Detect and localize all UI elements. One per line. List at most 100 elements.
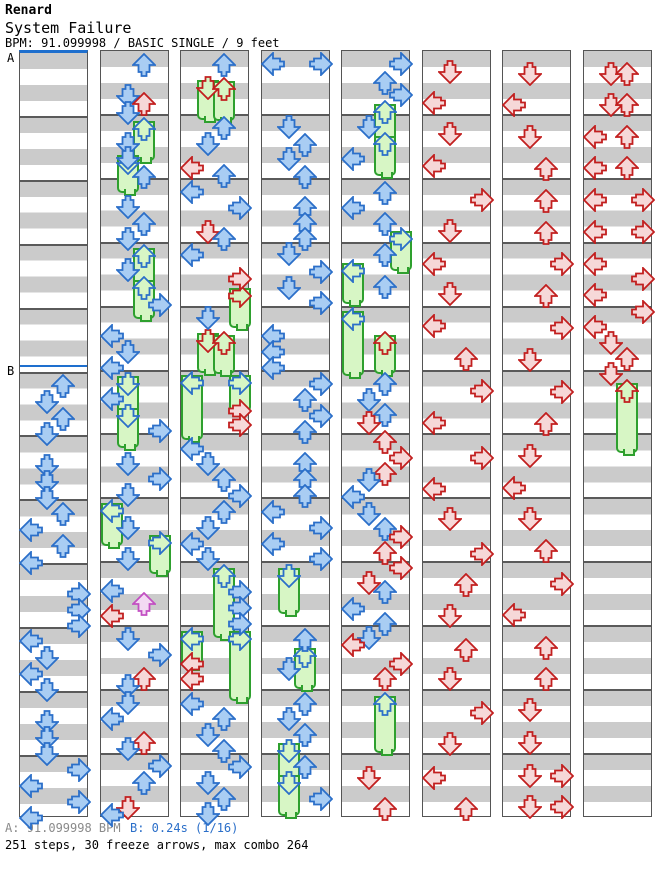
chart-column-1 [19, 50, 91, 830]
tap-arrow [438, 507, 462, 531]
measure-line [262, 369, 329, 372]
tap-arrow [309, 260, 333, 284]
tap-arrow [51, 374, 75, 398]
tap-arrow [196, 306, 220, 330]
tap-arrow [341, 147, 365, 171]
chart-column-8 [583, 50, 655, 817]
tap-arrow [277, 707, 301, 731]
freeze-arrow-head [277, 564, 301, 588]
tap-arrow [116, 547, 140, 571]
measure-line [262, 433, 329, 436]
tap-arrow [518, 444, 542, 468]
artist-name: Renard [5, 3, 52, 18]
tap-arrow [518, 731, 542, 755]
measure-line [423, 305, 490, 308]
tap-arrow [51, 407, 75, 431]
tap-arrow [389, 525, 413, 549]
tap-arrow [373, 275, 397, 299]
measure-line [503, 113, 570, 116]
tap-arrow [100, 324, 124, 348]
freeze-arrow-head [373, 692, 397, 716]
tap-arrow [116, 691, 140, 715]
freeze-arrow-tail [156, 570, 168, 577]
tap-arrow [438, 219, 462, 243]
tap-arrow [454, 797, 478, 821]
freeze-arrow-tail [108, 542, 120, 549]
tap-arrow [550, 795, 574, 819]
tap-arrow [116, 101, 140, 125]
tap-arrow [357, 571, 381, 595]
freeze-arrow-head [373, 100, 397, 124]
measure-line [101, 369, 168, 372]
freeze-arrow-head [180, 627, 204, 651]
tap-arrow [261, 356, 285, 380]
tap-arrow [67, 758, 91, 782]
measure-line [503, 177, 570, 180]
tap-arrow [19, 518, 43, 542]
tap-arrow [116, 195, 140, 219]
measure-line [584, 561, 651, 564]
tap-arrow [502, 476, 526, 500]
tap-arrow [277, 115, 301, 139]
tap-arrow [35, 646, 59, 670]
tap-arrow [599, 331, 623, 355]
measure-line [342, 433, 409, 436]
measure-line [342, 561, 409, 564]
measure-line [423, 241, 490, 244]
tap-arrow [389, 446, 413, 470]
tap-arrow [309, 52, 333, 76]
tap-arrow [67, 790, 91, 814]
tap-arrow [180, 692, 204, 716]
measure-line [584, 625, 651, 628]
measure-line [181, 177, 248, 180]
tap-arrow [470, 379, 494, 403]
tap-arrow [261, 532, 285, 556]
tap-arrow [341, 485, 365, 509]
tap-arrow [631, 267, 655, 291]
measure-line [342, 177, 409, 180]
freeze-arrow-head [212, 77, 236, 101]
measure-line [503, 497, 570, 500]
tap-arrow [51, 502, 75, 526]
tap-arrow [373, 243, 397, 267]
tap-arrow [148, 419, 172, 443]
tap-arrow [228, 484, 252, 508]
tap-arrow [309, 516, 333, 540]
tap-arrow [309, 547, 333, 571]
measure-line [20, 563, 87, 566]
measure-line [423, 625, 490, 628]
tap-arrow [583, 156, 607, 180]
tap-arrow [196, 547, 220, 571]
tap-arrow [116, 146, 140, 170]
measure-line [584, 497, 651, 500]
tap-arrow [19, 629, 43, 653]
tap-arrow [67, 614, 91, 638]
freeze-arrow-head [373, 132, 397, 156]
tap-arrow [148, 643, 172, 667]
tap-arrow [293, 133, 317, 157]
tap-arrow [51, 534, 75, 558]
freeze-arrow-head [389, 227, 413, 251]
tap-arrow [583, 283, 607, 307]
tap-arrow [518, 764, 542, 788]
freeze-arrow-tail [140, 157, 152, 164]
tap-arrow [422, 766, 446, 790]
freeze-arrow-head [277, 771, 301, 795]
measure-line [20, 115, 87, 118]
measure-line [584, 241, 651, 244]
freeze-arrow-head [212, 564, 236, 588]
tap-arrow [196, 452, 220, 476]
tap-arrow [534, 189, 558, 213]
tap-arrow [196, 723, 220, 747]
tap-arrow [293, 692, 317, 716]
measure-line [262, 305, 329, 308]
tap-arrow [277, 276, 301, 300]
freeze-arrow-head [228, 371, 252, 395]
section-marker-b: B [7, 364, 15, 378]
freeze-arrow-head [132, 244, 156, 268]
measure-line [423, 561, 490, 564]
tap-arrow [100, 579, 124, 603]
measure-line [503, 433, 570, 436]
tap-arrow [212, 227, 236, 251]
tap-arrow [180, 437, 204, 461]
